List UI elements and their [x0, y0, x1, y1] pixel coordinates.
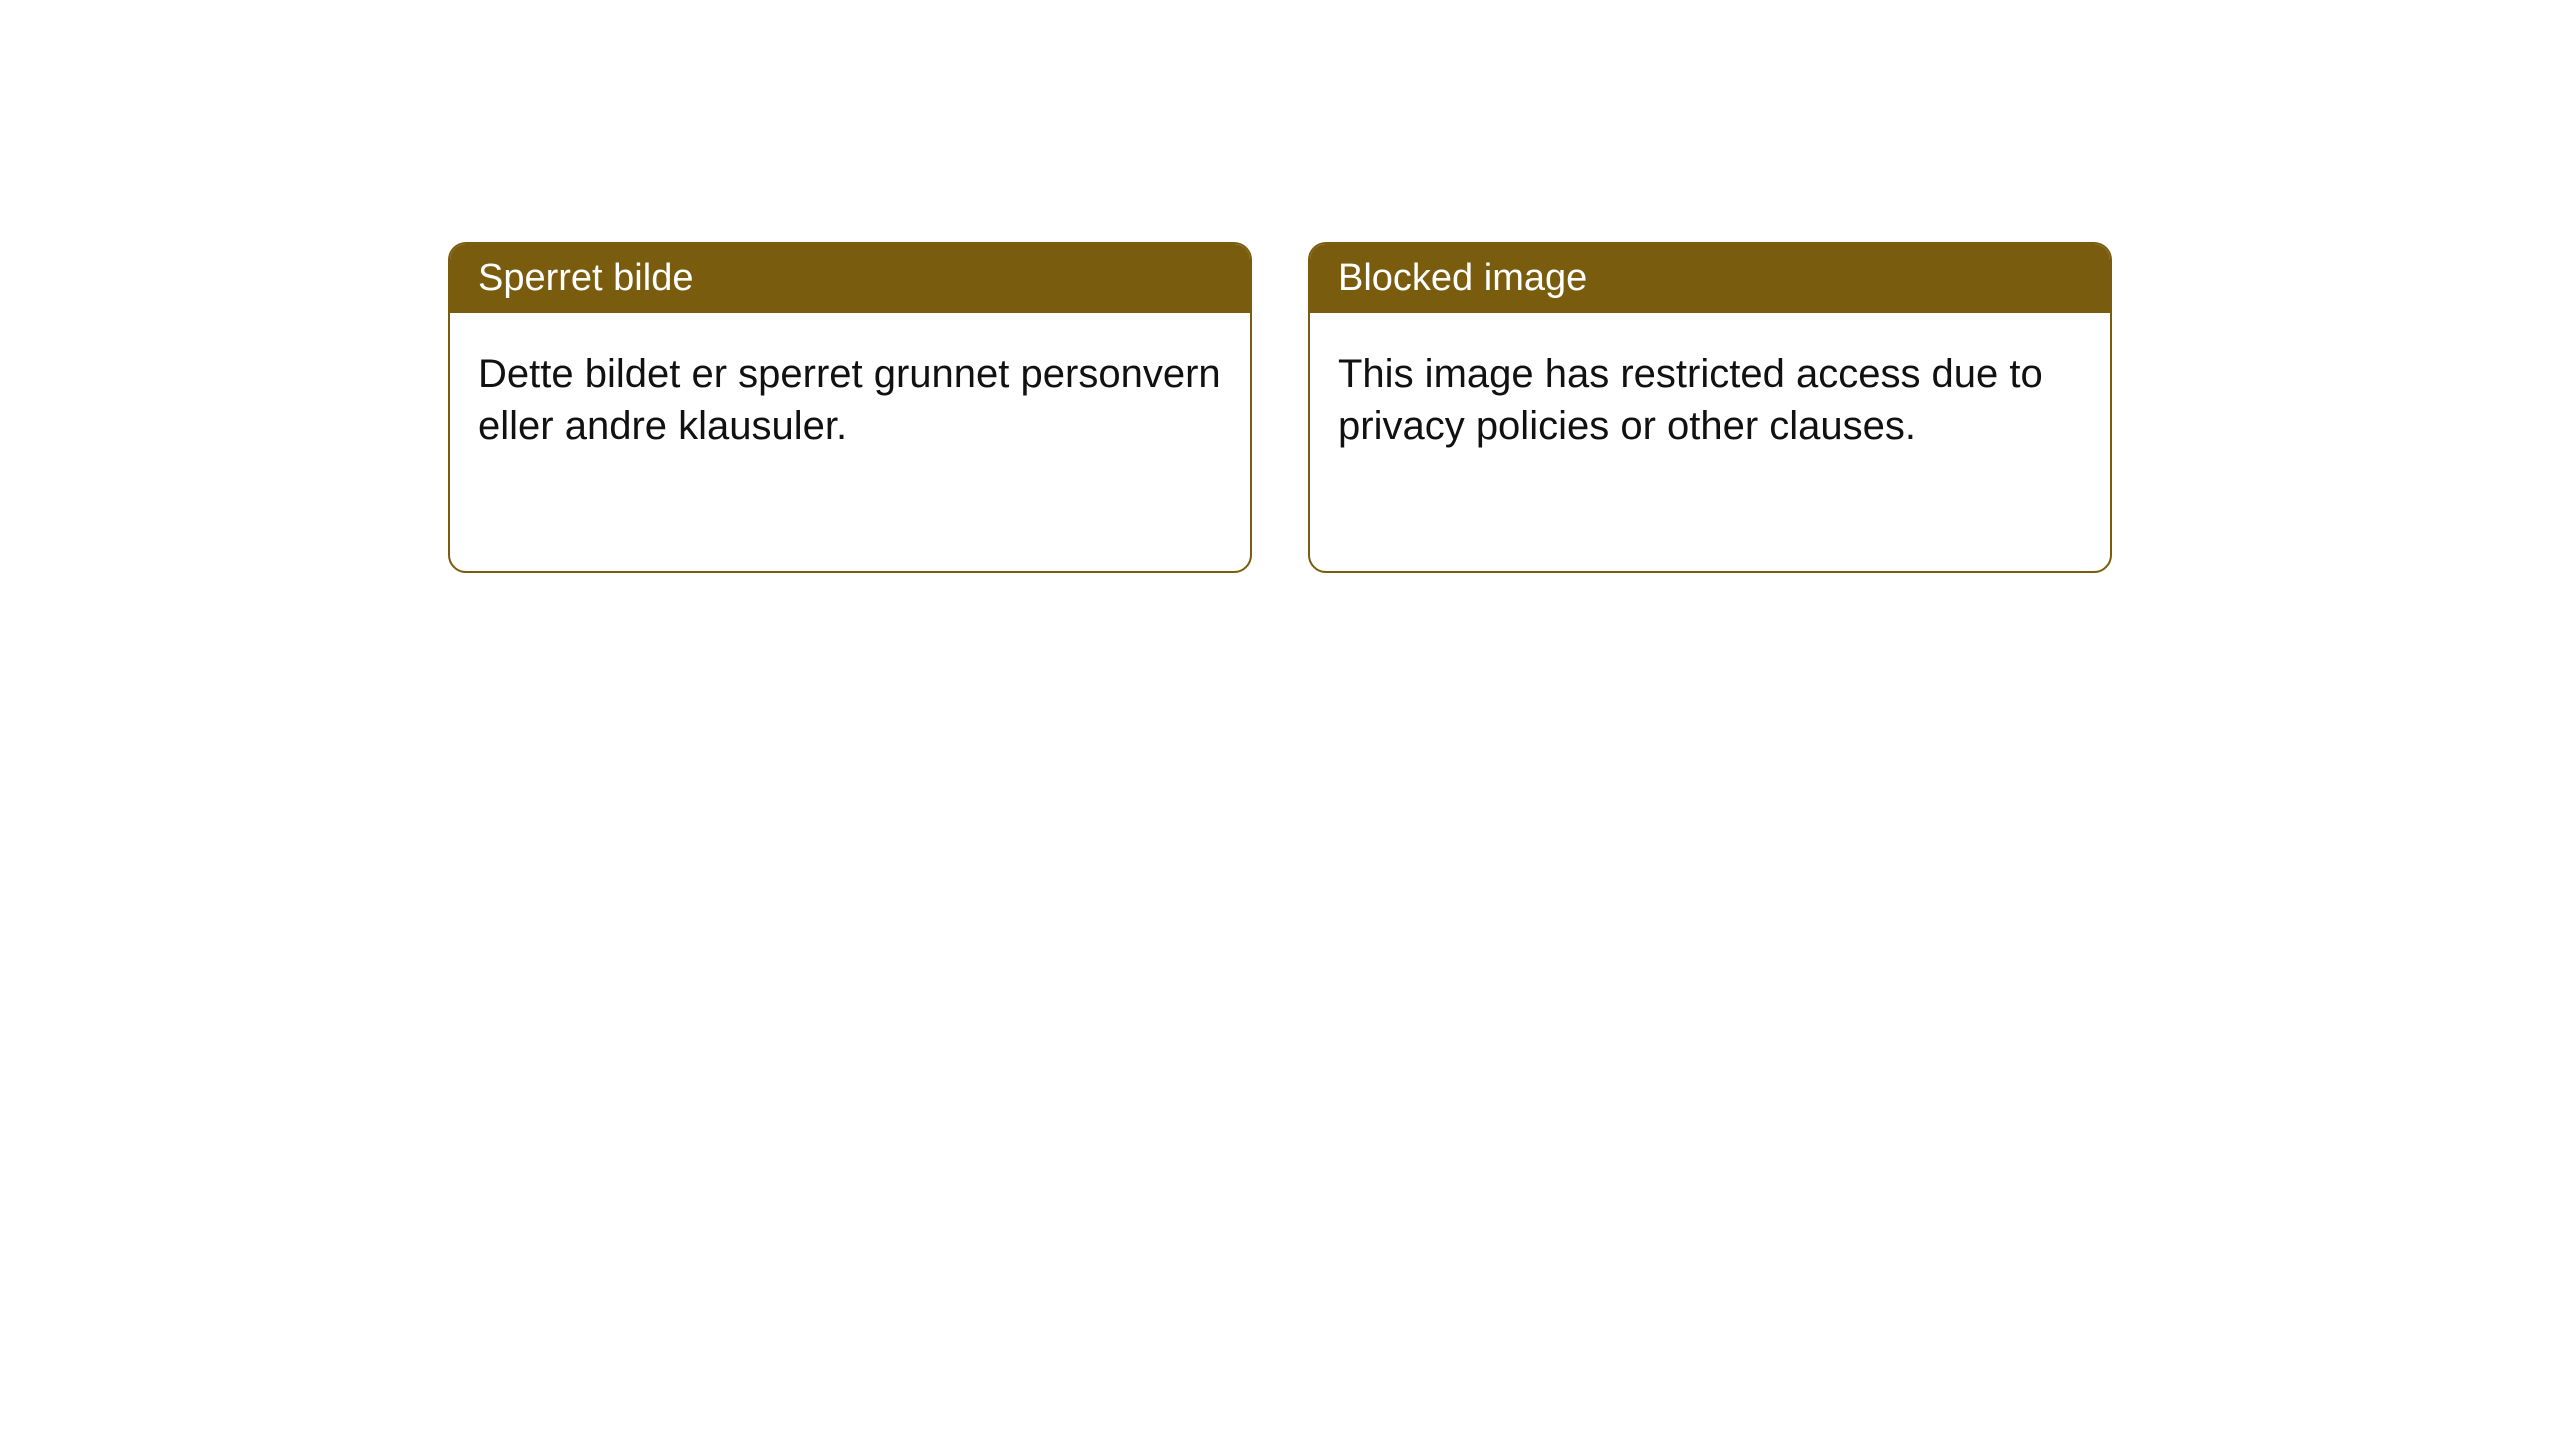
card-text-no: Dette bildet er sperret grunnet personve…	[478, 349, 1222, 451]
card-header-en: Blocked image	[1310, 244, 2110, 313]
card-text-en: This image has restricted access due to …	[1338, 349, 2082, 451]
card-body-no: Dette bildet er sperret grunnet personve…	[450, 313, 1250, 571]
card-header-no: Sperret bilde	[450, 244, 1250, 313]
card-body-en: This image has restricted access due to …	[1310, 313, 2110, 571]
notice-card-no: Sperret bilde Dette bildet er sperret gr…	[448, 242, 1252, 573]
notice-cards-row: Sperret bilde Dette bildet er sperret gr…	[448, 242, 2112, 573]
notice-card-en: Blocked image This image has restricted …	[1308, 242, 2112, 573]
card-title-en: Blocked image	[1338, 257, 1587, 299]
card-title-no: Sperret bilde	[478, 257, 693, 299]
